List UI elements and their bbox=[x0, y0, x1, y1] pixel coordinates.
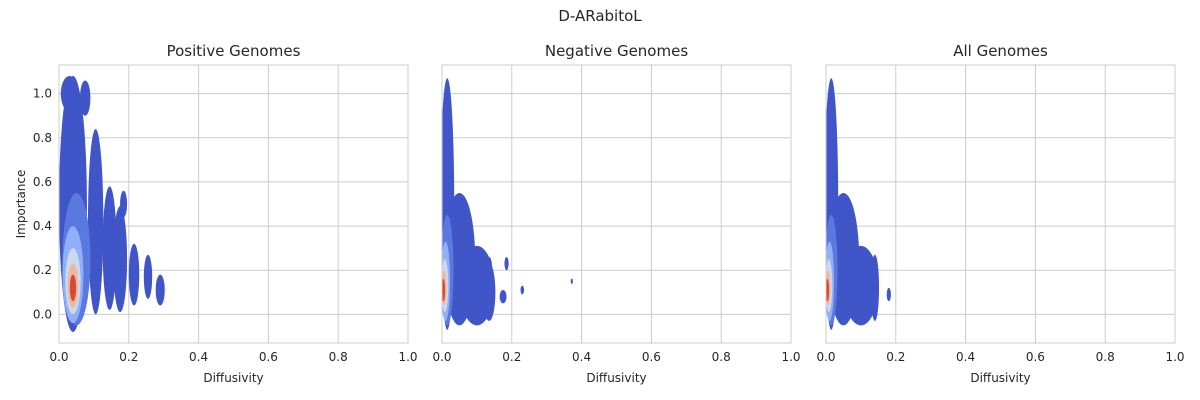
density-contours bbox=[442, 78, 573, 330]
x-tick-label: 0.8 bbox=[712, 350, 731, 364]
density-level-0 bbox=[570, 278, 573, 284]
axes-frame bbox=[441, 64, 792, 344]
y-tick-label: 0.2 bbox=[33, 263, 52, 277]
x-tick-label: 0.6 bbox=[1026, 350, 1045, 364]
density-level-0 bbox=[486, 256, 492, 275]
y-axis-label: Importance bbox=[14, 170, 28, 239]
subplot-title: Negative Genomes bbox=[545, 42, 688, 60]
x-tick-label: 0.4 bbox=[956, 350, 975, 364]
x-tick-label: 0.0 bbox=[49, 350, 68, 364]
density-level-0 bbox=[102, 186, 117, 310]
panels-group: 0.0 0.2 0.4 0.6 0.8 1.0 0.0 0.2 0.4 0.6 0.8 1.0 Posi… bbox=[14, 42, 1185, 385]
x-axis-label: Diffusivity bbox=[203, 371, 263, 385]
density-level-0 bbox=[504, 256, 509, 271]
subplot-title: Positive Genomes bbox=[167, 42, 301, 60]
x-tick-label: 0.2 bbox=[119, 350, 138, 364]
density-level-0 bbox=[870, 254, 880, 321]
density-level-5 bbox=[442, 279, 446, 302]
x-axis-label: Diffusivity bbox=[970, 371, 1030, 385]
density-contours bbox=[826, 78, 891, 330]
subplot-2: 0.0 0.2 0.4 0.6 0.8 1.0 Negative Genomes Diffus… bbox=[432, 42, 800, 385]
subplot-3: 0.0 0.2 0.4 0.6 0.8 1.0 All Genomes Diffusivity bbox=[816, 42, 1184, 385]
x-tick-label: 0.2 bbox=[502, 350, 521, 364]
density-level-0 bbox=[843, 245, 879, 326]
x-tick-label: 0.8 bbox=[329, 350, 348, 364]
density-contours bbox=[59, 76, 165, 332]
x-tick-label: 0.4 bbox=[189, 350, 208, 364]
subplot-1: 0.0 0.2 0.4 0.6 0.8 1.0 0.0 0.2 0.4 0.6 0.8 1.0 Posi… bbox=[14, 42, 418, 385]
figure-suptitle: D-ARabitoL bbox=[558, 7, 642, 25]
x-tick-label: 1.0 bbox=[781, 350, 800, 364]
x-tick-label: 0.0 bbox=[432, 350, 451, 364]
y-tick-label: 0.6 bbox=[33, 175, 52, 189]
density-level-0 bbox=[886, 287, 891, 302]
density-level-0 bbox=[143, 254, 153, 299]
x-tick-label: 0.8 bbox=[1096, 350, 1115, 364]
x-tick-label: 0.0 bbox=[816, 350, 835, 364]
x-tick-label: 1.0 bbox=[398, 350, 417, 364]
density-level-0 bbox=[499, 290, 507, 304]
density-level-0 bbox=[113, 206, 128, 313]
axes-frame bbox=[58, 64, 409, 344]
subplot-title: All Genomes bbox=[953, 42, 1048, 60]
density-level-0 bbox=[155, 274, 165, 306]
density-level-5 bbox=[826, 279, 830, 302]
y-tick-label: 0.4 bbox=[33, 219, 52, 233]
density-level-0 bbox=[79, 80, 91, 116]
x-tick-label: 0.6 bbox=[642, 350, 661, 364]
y-tick-label: 1.0 bbox=[33, 87, 52, 101]
y-tick-label: 0.0 bbox=[33, 307, 52, 321]
x-axis-label: Diffusivity bbox=[586, 371, 646, 385]
density-level-0 bbox=[120, 190, 128, 218]
density-level-0 bbox=[482, 263, 496, 321]
x-tick-label: 0.4 bbox=[572, 350, 591, 364]
x-tick-label: 1.0 bbox=[1165, 350, 1184, 364]
axes-frame bbox=[825, 64, 1176, 344]
density-level-0 bbox=[520, 285, 525, 295]
density-level-5 bbox=[69, 274, 77, 302]
density-level-0 bbox=[60, 76, 79, 112]
x-tick-label: 0.2 bbox=[886, 350, 905, 364]
x-tick-label: 0.6 bbox=[259, 350, 278, 364]
y-tick-label: 0.8 bbox=[33, 131, 52, 145]
density-level-0 bbox=[128, 243, 140, 306]
density-level-0 bbox=[87, 128, 104, 315]
